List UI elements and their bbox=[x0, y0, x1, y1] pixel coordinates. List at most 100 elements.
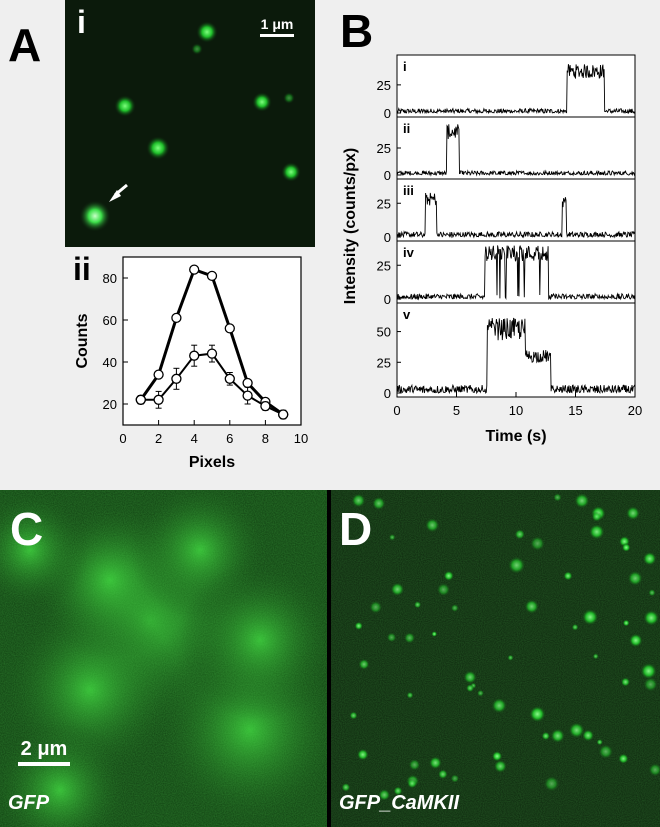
punctum bbox=[393, 786, 403, 796]
punctum bbox=[643, 609, 660, 627]
x-axis-label-a-ii: Pixels bbox=[189, 454, 235, 471]
y-tick-label-b: 25 bbox=[377, 355, 391, 370]
trace-line-i bbox=[396, 64, 636, 115]
micrograph-c-image bbox=[0, 490, 327, 827]
y-tick-label-b: 25 bbox=[377, 196, 391, 211]
trace-line-iii bbox=[396, 192, 636, 239]
data-point-s1 bbox=[206, 270, 218, 282]
x-tick-label-a-ii: 4 bbox=[191, 431, 198, 446]
x-tick-label-a-ii: 6 bbox=[226, 431, 233, 446]
plot-area-a-ii bbox=[122, 256, 302, 426]
y-tick-label-b: 0 bbox=[384, 386, 391, 401]
y-tick-label-b: 50 bbox=[377, 325, 391, 340]
scale-bar-c: 2 μm bbox=[18, 738, 70, 766]
punctum bbox=[648, 762, 660, 777]
x-tick-label-a-ii: 8 bbox=[262, 431, 269, 446]
panel-letter-c: C bbox=[10, 503, 44, 555]
noise-overlay-d bbox=[331, 490, 660, 827]
panel-letter-d: D bbox=[339, 503, 373, 555]
punctum bbox=[403, 632, 416, 644]
punctum bbox=[529, 535, 546, 552]
punctum bbox=[443, 570, 455, 582]
data-point-s2 bbox=[206, 348, 218, 359]
punctum bbox=[507, 556, 526, 575]
punctum bbox=[354, 621, 364, 631]
punctum bbox=[592, 653, 599, 660]
trace-frame-iii bbox=[396, 178, 636, 242]
y-tick-label-a-ii: 80 bbox=[103, 271, 117, 286]
punctum bbox=[351, 493, 366, 508]
x-tick-label-b: 10 bbox=[509, 403, 523, 418]
trace-line-ii bbox=[396, 124, 636, 177]
punctum bbox=[528, 705, 546, 723]
data-point-s1 bbox=[242, 377, 253, 389]
punctum bbox=[450, 774, 460, 783]
punctum bbox=[571, 623, 579, 631]
panel-letter-a: A bbox=[8, 19, 42, 71]
y-axis-label-b: Intensity (counts/px) bbox=[342, 148, 359, 304]
data-point-s2 bbox=[224, 373, 235, 384]
chart-a-ii-frame: 0 2 4 6 8 10 20 40 60 80 Pixels Counts ii bbox=[65, 247, 315, 485]
punctum bbox=[596, 738, 603, 746]
y-tick-label-a-ii: 40 bbox=[103, 355, 117, 370]
punctum bbox=[598, 743, 614, 760]
punctum bbox=[368, 600, 383, 614]
y-tick-label-a-ii: 60 bbox=[103, 313, 117, 328]
y-tick-label-b: 25 bbox=[377, 258, 391, 273]
data-point-s2 bbox=[171, 373, 182, 384]
image-label-gfp: GFP bbox=[8, 792, 50, 814]
data-point-s1 bbox=[189, 264, 200, 275]
trace-line-v bbox=[396, 317, 636, 395]
punctum bbox=[465, 683, 475, 693]
trace-frame-iv bbox=[396, 240, 636, 304]
punctum bbox=[568, 721, 585, 739]
micrograph-d: D GFP_CaMKII bbox=[331, 490, 660, 827]
arrowhead-icon bbox=[109, 190, 121, 202]
sub-label-a-i: i bbox=[77, 4, 86, 40]
punctum bbox=[388, 533, 396, 541]
x-tick-label-a-ii: 0 bbox=[119, 431, 126, 446]
image-label-gfp-camkii: GFP_CaMKII bbox=[339, 792, 460, 814]
trace-frame-i bbox=[396, 54, 636, 118]
punctum bbox=[341, 782, 351, 792]
micrograph-d-image bbox=[331, 490, 660, 827]
punctum bbox=[386, 632, 397, 643]
punctum bbox=[543, 775, 560, 792]
trace-line-iv bbox=[396, 245, 636, 301]
data-point-s1 bbox=[153, 369, 164, 380]
panel-divider bbox=[327, 490, 331, 827]
x-tick-label-b: 0 bbox=[393, 403, 400, 418]
punctum bbox=[620, 677, 631, 687]
x-tick-label-b: 20 bbox=[628, 403, 642, 418]
punctum bbox=[507, 654, 514, 661]
y-tick-label-a-ii: 20 bbox=[103, 397, 117, 412]
data-point-s1 bbox=[224, 323, 235, 334]
data-point-s2 bbox=[260, 400, 271, 412]
micrograph-a-i-image bbox=[65, 0, 315, 247]
x-tick-label-b: 15 bbox=[568, 403, 582, 418]
punctum bbox=[424, 517, 440, 533]
trace-frame-ii bbox=[396, 116, 636, 180]
x-tick-label-a-ii: 10 bbox=[294, 431, 308, 446]
chart-a-ii: 0 2 4 6 8 10 20 40 60 80 Pixels Counts bbox=[74, 256, 308, 471]
y-tick-label-b: 0 bbox=[384, 292, 391, 307]
y-tick-label-b: 0 bbox=[384, 168, 391, 183]
punctum bbox=[356, 748, 369, 761]
punctum bbox=[581, 729, 595, 742]
trace-label-ii: ii bbox=[403, 121, 410, 136]
x-axis-label-b: Time (s) bbox=[485, 428, 546, 445]
trace-label-iv: iv bbox=[403, 245, 415, 260]
micrograph-a-i: i 1 μm bbox=[65, 0, 315, 247]
punctum bbox=[588, 523, 605, 540]
punctum bbox=[640, 662, 658, 680]
punctum bbox=[627, 570, 644, 587]
punctum bbox=[573, 492, 590, 509]
punctum bbox=[408, 758, 421, 771]
y-tick-label-b: 25 bbox=[377, 141, 391, 156]
punctum bbox=[550, 728, 566, 744]
y-tick-label-b: 25 bbox=[377, 78, 391, 93]
punctum bbox=[476, 689, 485, 697]
sub-label-a-ii: ii bbox=[73, 251, 91, 287]
punctum bbox=[358, 658, 370, 671]
